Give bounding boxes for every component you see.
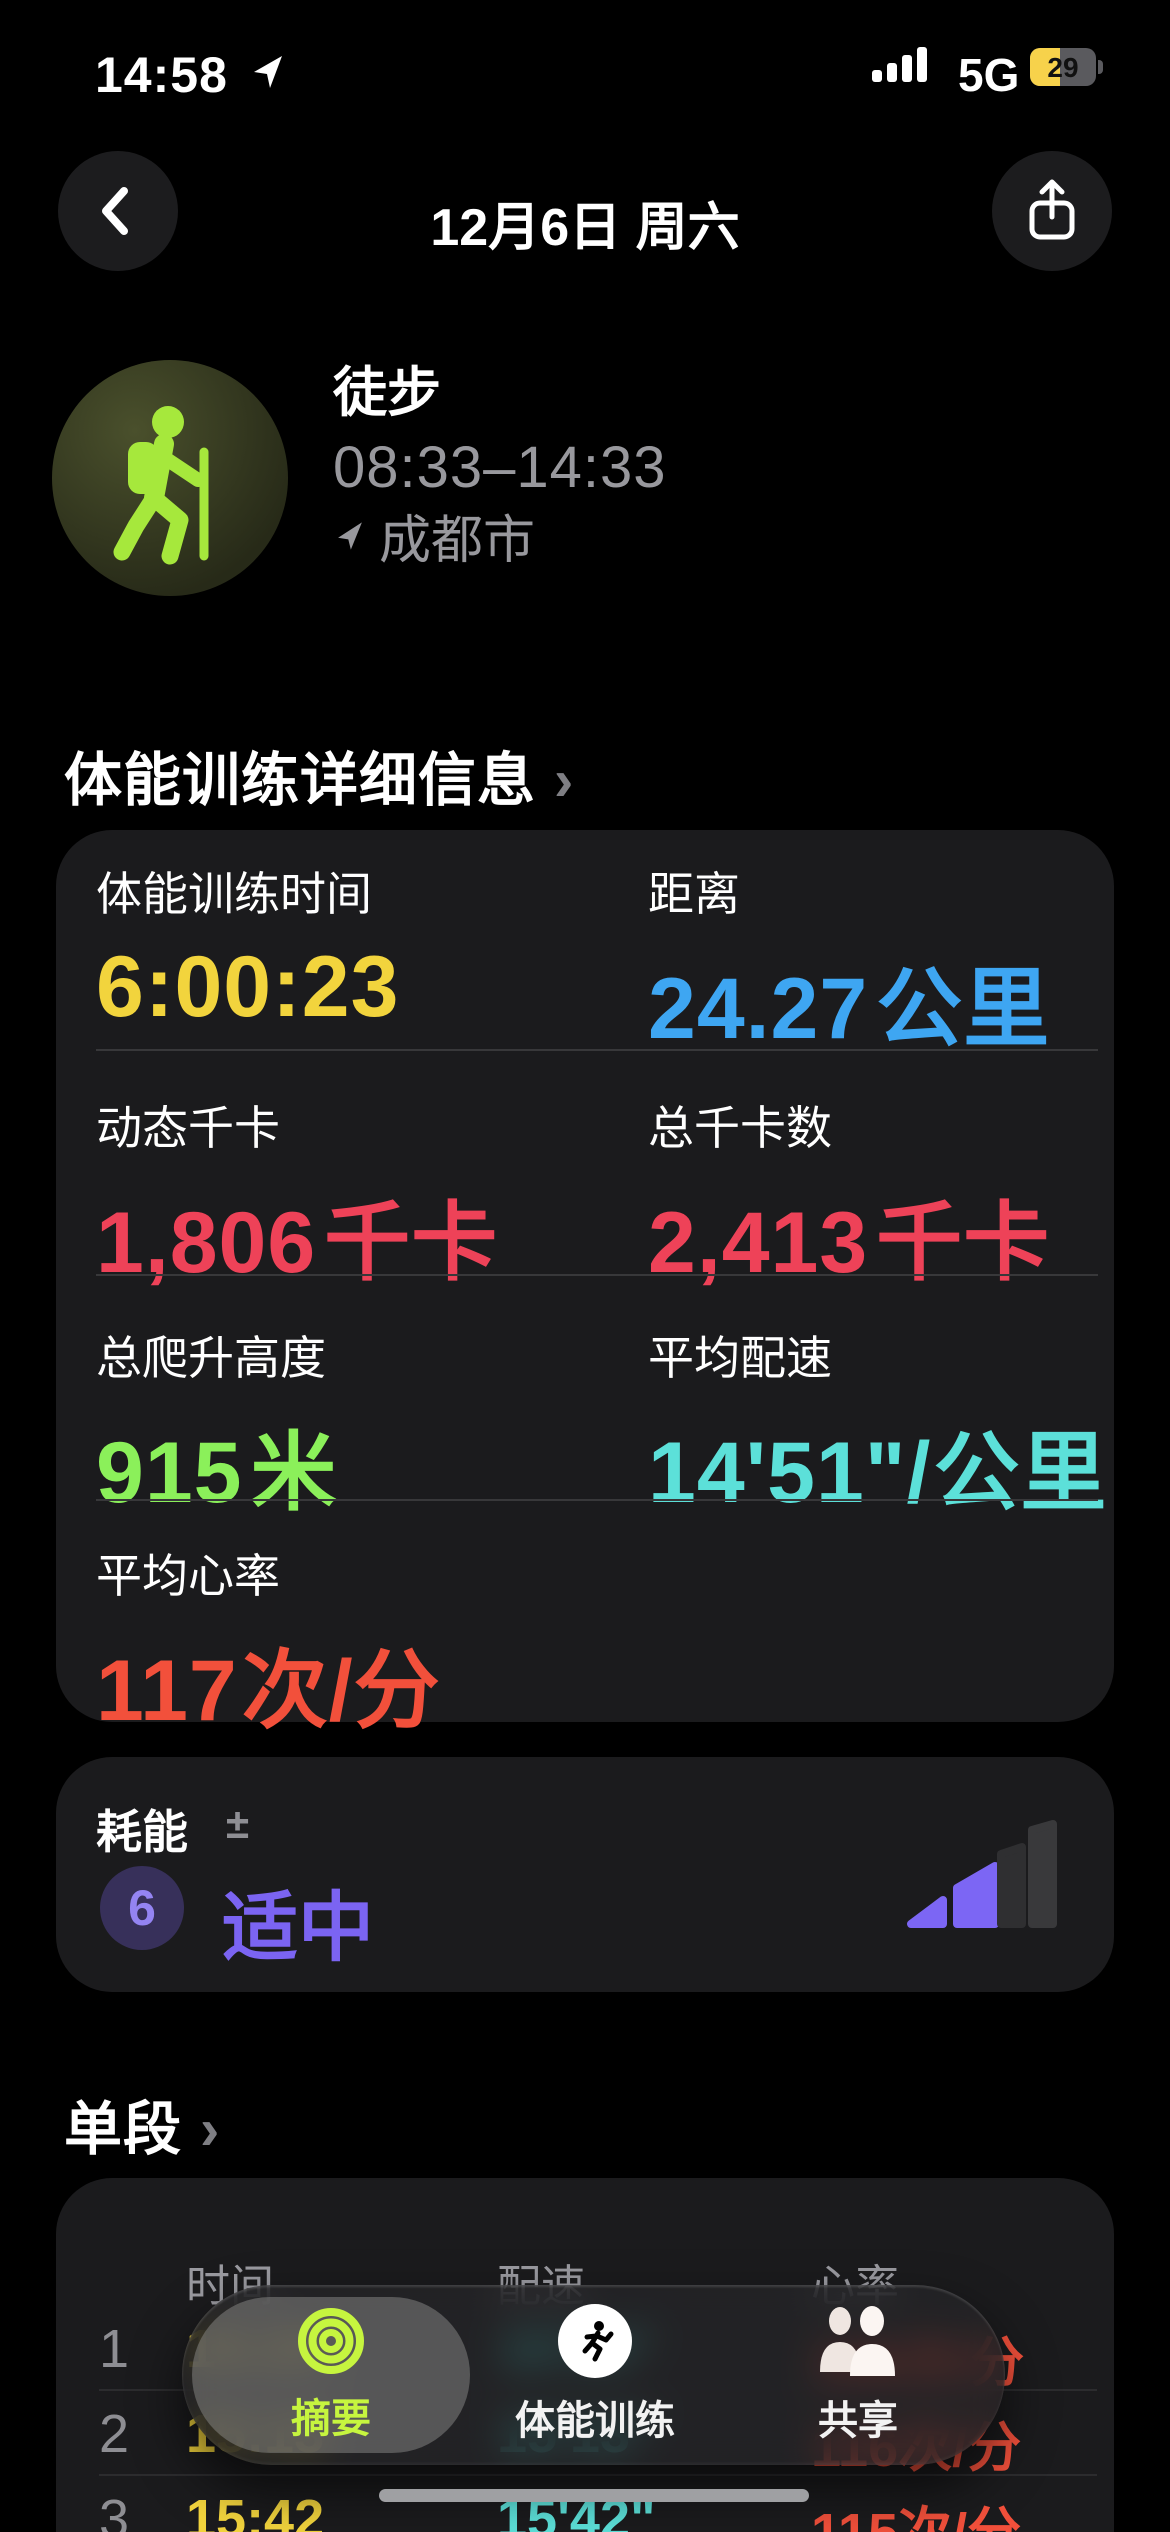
chevron-left-icon	[102, 187, 128, 235]
plus-minus-icon: ±	[226, 1800, 250, 1847]
battery-body: 29	[1030, 48, 1096, 86]
runner-icon	[558, 2304, 632, 2378]
effort-rating: 适中	[222, 1886, 374, 1971]
location-arrow-icon	[338, 521, 362, 550]
divider	[96, 1049, 1098, 1051]
hiker-icon	[113, 406, 209, 565]
divider	[96, 1274, 1098, 1276]
workout-type-badge	[52, 360, 288, 596]
workout-location: 成都市	[333, 498, 535, 573]
share-icon	[1029, 179, 1075, 240]
tab-workouts[interactable]: 体能训练	[495, 2297, 695, 2453]
divider	[96, 1499, 1098, 1501]
tab-summary[interactable]: 摘要	[192, 2297, 470, 2453]
chevron-right-icon: ›	[554, 748, 575, 813]
battery-percent: 29	[1047, 52, 1079, 83]
tab-summary-label: 摘要	[291, 2397, 371, 2441]
stat-active-kcal: 动态千卡 1,806千卡	[96, 1102, 499, 1291]
effort-bars-icon	[895, 1806, 1065, 1937]
stat-distance: 距离 24.27公里	[648, 868, 1051, 1057]
battery-nub	[1098, 60, 1103, 74]
tab-sharing-label: 共享	[818, 2399, 898, 2443]
back-button[interactable]	[58, 151, 178, 271]
page-title: 12月6日 周六	[430, 199, 740, 257]
people-icon	[820, 2306, 895, 2376]
stat-total-kcal: 总千卡数 2,413千卡	[648, 1102, 1051, 1291]
workout-details-card	[56, 830, 1114, 1722]
network-type-label: 5G	[958, 49, 1020, 101]
stat-elevation-gain: 总爬升高度 915米	[96, 1332, 338, 1521]
tab-workouts-label: 体能训练	[515, 2399, 675, 2443]
workout-location-label: 成都市	[379, 512, 536, 570]
workout-time-range: 08:33–14:33	[333, 435, 667, 500]
chevron-right-icon: ›	[200, 2097, 221, 2162]
effort-card	[56, 1757, 1114, 1992]
effort-label: 耗能	[96, 1806, 188, 1858]
tab-bar: 摘要 体能训练	[182, 2285, 1005, 2465]
location-active-icon	[248, 52, 288, 97]
stat-avg-pace: 平均配速 14'51"/公里	[648, 1332, 1108, 1521]
share-button[interactable]	[992, 151, 1112, 271]
workout-details-heading[interactable]: 体能训练详细信息 ›	[64, 748, 575, 813]
row-separator	[99, 2474, 1097, 2476]
workout-type-label: 徒步	[333, 363, 441, 423]
status-time: 14:58	[95, 47, 228, 103]
stat-duration: 体能训练时间 6:00:23	[96, 868, 400, 1035]
splits-heading[interactable]: 单段 ›	[64, 2097, 221, 2162]
activity-rings-icon	[298, 2308, 364, 2374]
cellular-signal-icon	[872, 44, 940, 89]
stat-avg-heart-rate: 平均心率 117次/分	[96, 1550, 441, 1739]
home-indicator[interactable]	[379, 2489, 809, 2502]
battery-indicator: 29	[1030, 48, 1104, 86]
effort-score-badge: 6	[100, 1866, 184, 1950]
tab-sharing[interactable]: 共享	[758, 2297, 958, 2453]
battery-fill-low-power	[1030, 48, 1060, 86]
